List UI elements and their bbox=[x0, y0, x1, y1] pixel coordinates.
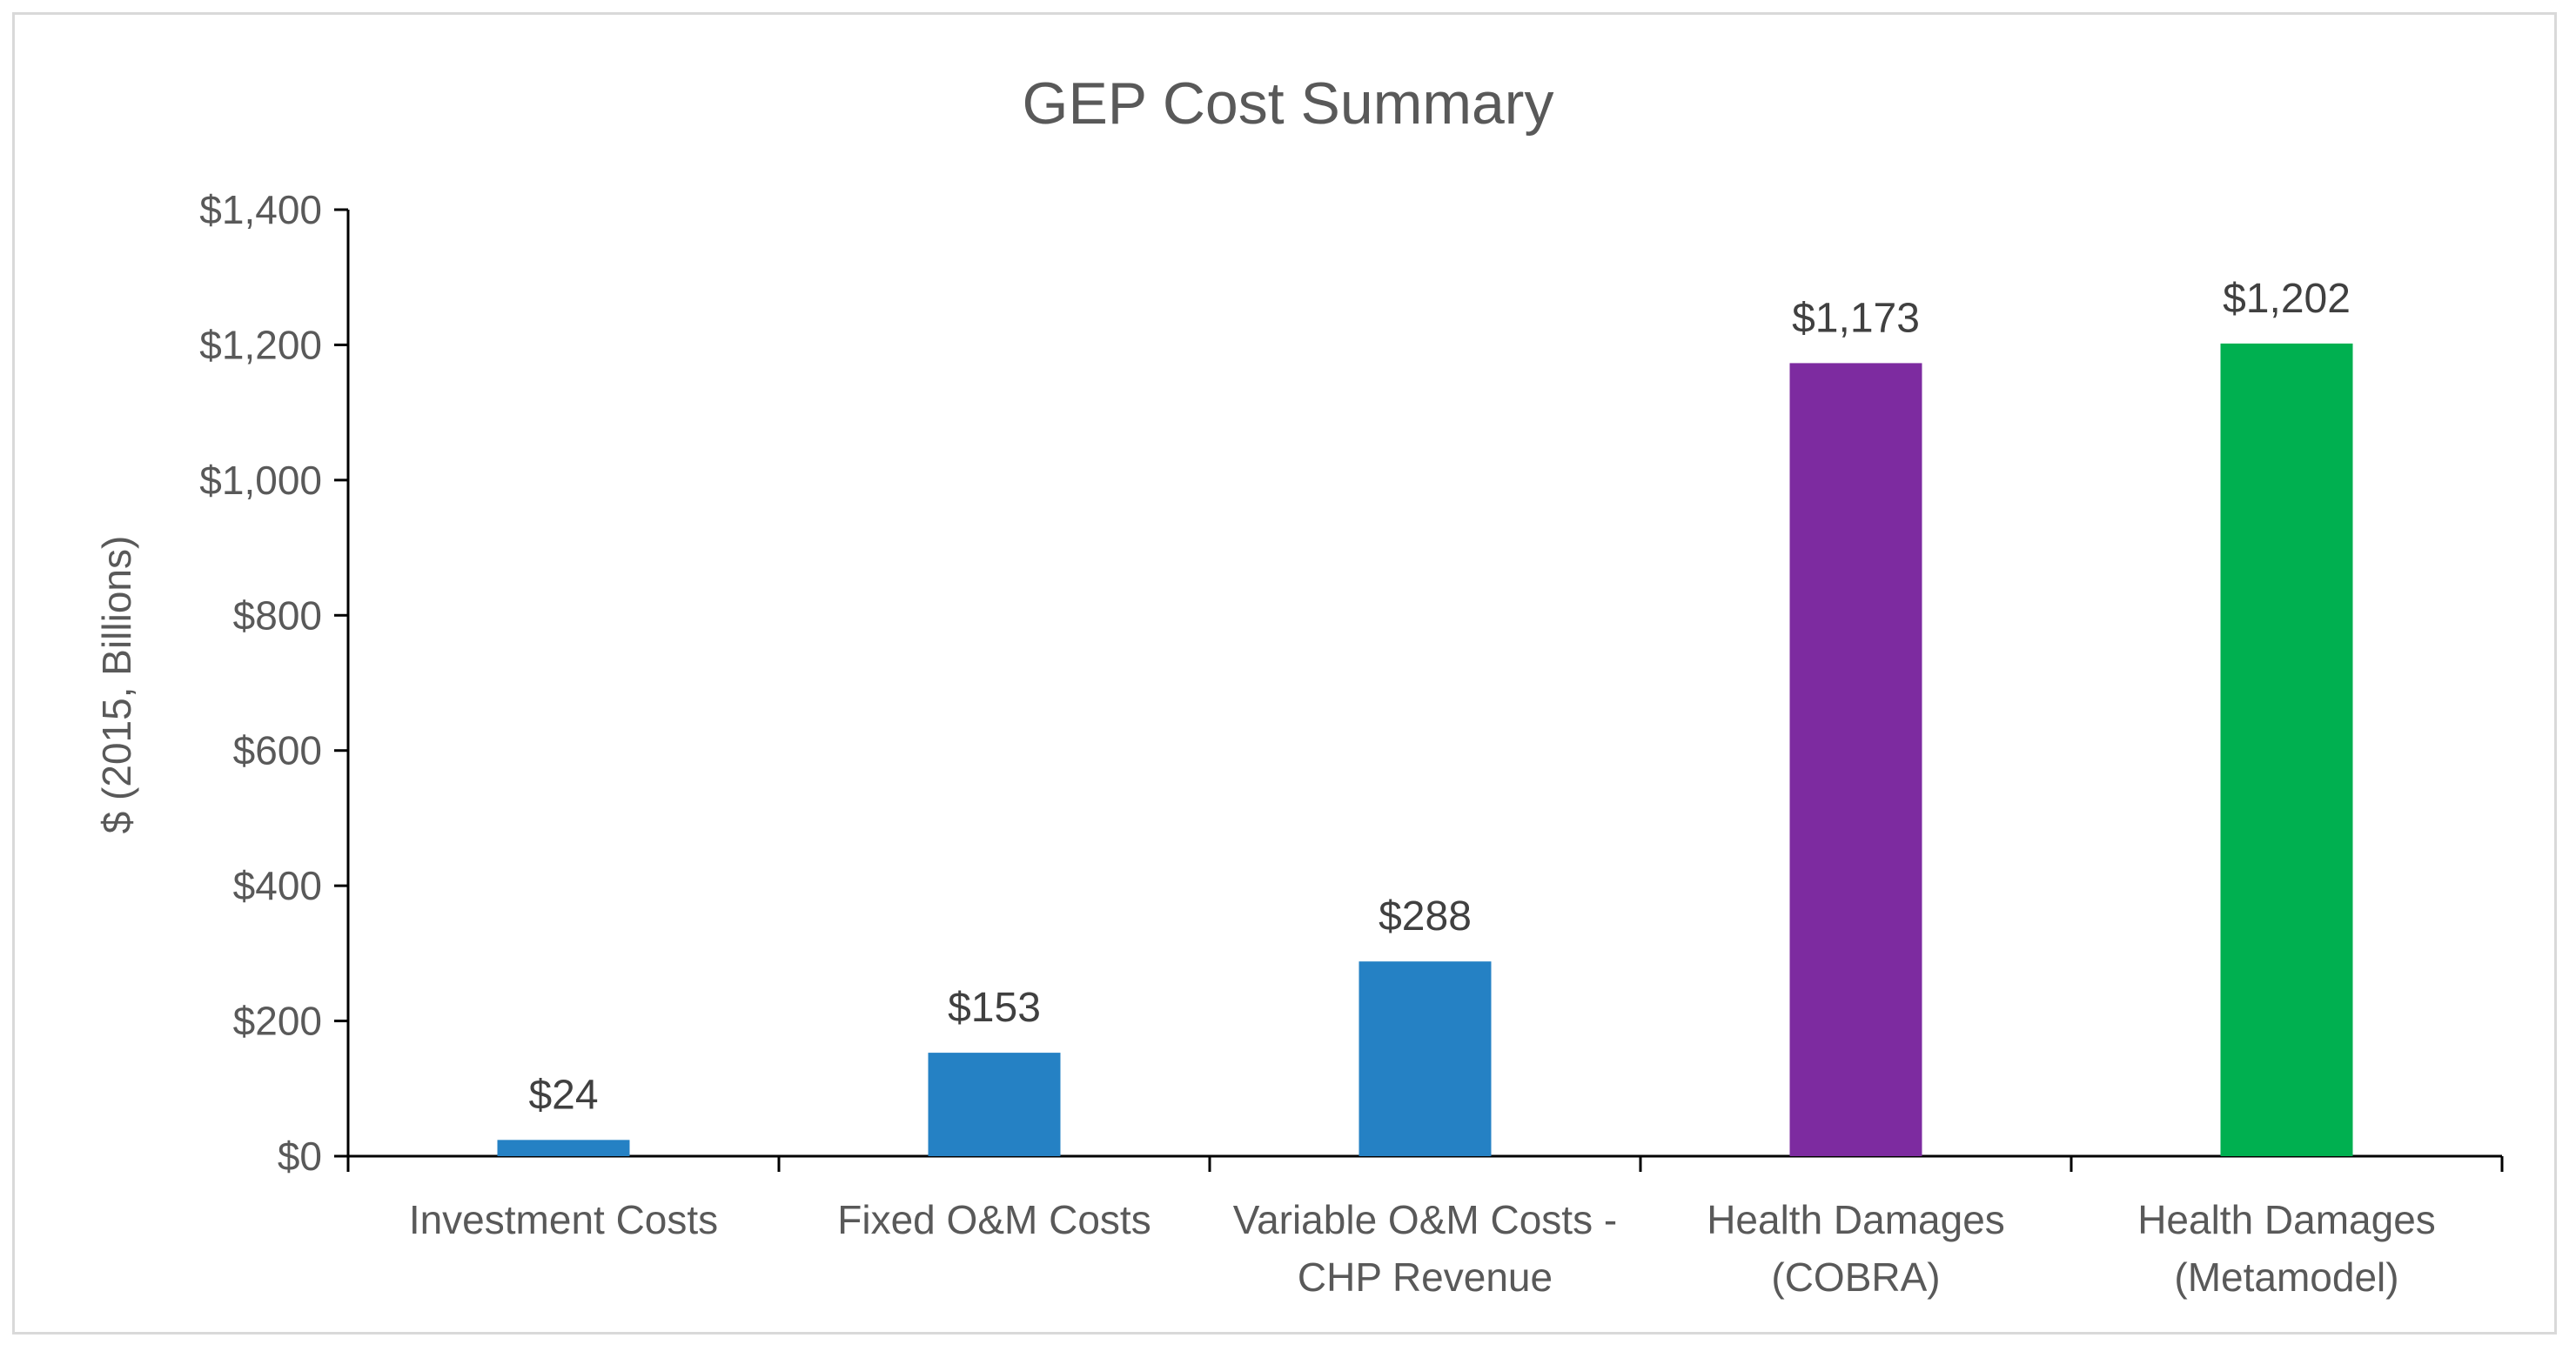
x-tick-label: Health Damages bbox=[2137, 1197, 2436, 1242]
bar bbox=[1789, 363, 1922, 1156]
x-tick-label: (COBRA) bbox=[1771, 1254, 1940, 1300]
y-tick-label: $1,400 bbox=[199, 187, 322, 232]
y-tick-label: $1,000 bbox=[199, 458, 322, 503]
data-label: $153 bbox=[948, 985, 1041, 1031]
bar bbox=[1358, 961, 1492, 1156]
y-axis-label: $ (2015, Billions) bbox=[94, 536, 139, 834]
x-tick-label: Health Damages bbox=[1707, 1197, 2005, 1242]
data-label: $1,173 bbox=[1792, 295, 1920, 341]
x-tick-label: CHP Revenue bbox=[1298, 1254, 1553, 1300]
plot-area: $0 $200 $400 $600 $800 $1,000 $1,200 $1,400 $24 I… bbox=[199, 187, 2504, 1300]
bar bbox=[928, 1053, 1061, 1156]
x-tick-label: (Metamodel) bbox=[2174, 1254, 2398, 1300]
y-tick-label: $400 bbox=[233, 863, 322, 908]
chart-frame bbox=[12, 12, 2557, 1335]
y-tick-label: $1,200 bbox=[199, 322, 322, 367]
y-tick-label: $0 bbox=[278, 1134, 322, 1179]
data-label: $24 bbox=[528, 1072, 598, 1118]
x-tick-label: Investment Costs bbox=[409, 1197, 718, 1242]
data-label: $288 bbox=[1379, 893, 1472, 940]
bar bbox=[2220, 343, 2353, 1157]
y-tick-label: $800 bbox=[233, 592, 322, 638]
data-label: $1,202 bbox=[2223, 276, 2351, 322]
chart-title: GEP Cost Summary bbox=[1023, 70, 1554, 137]
y-tick-label: $200 bbox=[233, 999, 322, 1044]
y-tick-label: $600 bbox=[233, 728, 322, 773]
bar bbox=[497, 1140, 630, 1156]
x-tick-label: Fixed O&M Costs bbox=[837, 1197, 1150, 1242]
x-tick-label: Variable O&M Costs - bbox=[1233, 1197, 1617, 1242]
